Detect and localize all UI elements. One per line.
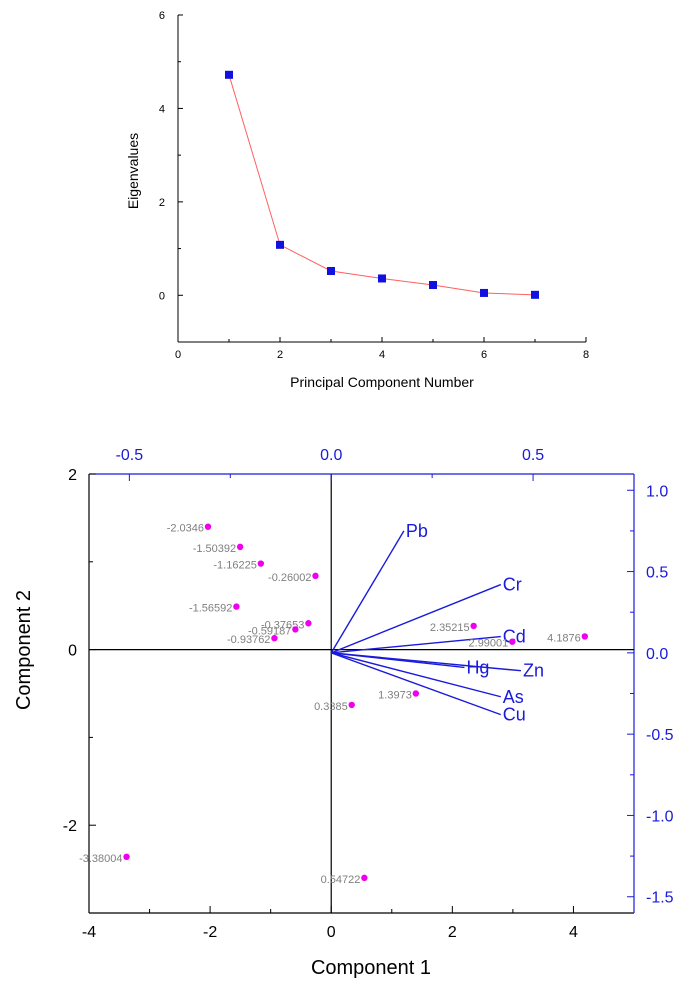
biplot-top-tick-label: 0.5 xyxy=(522,447,544,464)
score-point xyxy=(312,572,319,580)
loading-vector xyxy=(330,530,405,654)
score-point xyxy=(361,874,368,882)
score-label: 4.1876 xyxy=(547,632,581,644)
scree-x-axis-title: Principal Component Number xyxy=(290,374,474,390)
biplot-y-tick-label: 0 xyxy=(68,643,77,660)
pca-biplot: -4 -2 0 2 4 -2 0 2 -0.5 0.0 0.5 1.0 0.5 0.0 -0.5 -1.0 -1… xyxy=(13,447,674,979)
biplot-y-axis-title: Component 2 xyxy=(13,590,35,710)
score-label: -0.26002 xyxy=(268,572,311,584)
loading-label: Hg xyxy=(466,657,489,677)
score-label: 1.3973 xyxy=(378,690,412,702)
loading-label: Zn xyxy=(523,661,544,681)
biplot-x-tick-label: -2 xyxy=(203,924,217,941)
loading-label: Cu xyxy=(503,705,526,725)
scree-plot: 0 2 4 6 8 0 2 4 6 Principal Component Number Eig… xyxy=(125,10,589,390)
score-label: -1.56592 xyxy=(189,603,232,615)
biplot-y-tick-label: -2 xyxy=(63,818,77,835)
scree-x-tick-label: 4 xyxy=(379,349,385,361)
scree-y-tick-label: 2 xyxy=(159,197,165,209)
scree-y-tick-label: 4 xyxy=(159,103,165,115)
scree-ticks: 0 2 4 6 8 0 2 4 6 xyxy=(159,10,589,361)
score-point xyxy=(305,620,312,627)
biplot-right-tick-label: 0.5 xyxy=(646,565,668,582)
score-label: 2.35215 xyxy=(430,622,470,634)
biplot-scores: -2.0346 -1.50392 -1.16225 -0.26002 -1.56592 -… xyxy=(79,523,589,886)
scree-y-tick-label: 6 xyxy=(159,10,165,22)
loading-vector xyxy=(330,652,502,716)
scree-y-tick-label: 0 xyxy=(159,290,165,302)
score-point xyxy=(233,603,240,610)
loading-vector xyxy=(331,652,522,672)
biplot-right-tick-label: 1.0 xyxy=(646,483,668,500)
score-label: 2.99001 xyxy=(469,638,509,650)
biplot-top-tick-label: -0.5 xyxy=(116,447,144,464)
biplot-top-tick-label: 0.0 xyxy=(320,447,342,464)
scree-x-tick-label: 8 xyxy=(583,349,589,361)
score-label: -0.59187 xyxy=(248,625,291,637)
biplot-x-tick-label: -4 xyxy=(82,924,96,941)
biplot-x-tick-label: 2 xyxy=(448,924,457,941)
biplot-y-tick-label: 2 xyxy=(68,467,77,484)
biplot-right-tick-label: -1.0 xyxy=(646,808,674,825)
biplot-right-tick-label: 0.0 xyxy=(646,646,668,663)
scree-point xyxy=(378,274,386,283)
score-label: -2.0346 xyxy=(167,523,204,535)
score-label: 0.54722 xyxy=(321,874,361,886)
score-point xyxy=(292,626,299,633)
biplot-x-axis-title: Component 1 xyxy=(311,957,431,979)
loading-label: Cr xyxy=(503,575,522,595)
score-point xyxy=(348,701,355,709)
score-label: -1.16225 xyxy=(213,560,256,572)
score-point xyxy=(271,634,278,642)
loading-vector xyxy=(331,635,501,654)
scree-y-axis-title: Eigenvalues xyxy=(125,133,141,209)
score-point xyxy=(412,690,420,697)
scree-x-tick-label: 0 xyxy=(175,349,181,361)
loading-label: Pb xyxy=(406,521,428,541)
loading-vector xyxy=(331,652,501,698)
score-point xyxy=(581,633,589,640)
score-label: -0.93762 xyxy=(227,634,270,646)
score-label: 0.3385 xyxy=(314,701,348,713)
biplot-x-tick-label: 4 xyxy=(569,924,578,941)
biplot-ticks: -4 -2 0 2 4 -2 0 2 -0.5 0.0 0.5 1.0 0.5 0.0 -0.5 -1.0 -1… xyxy=(63,447,674,941)
scree-series xyxy=(225,70,539,299)
score-label: -1.50392 xyxy=(193,543,236,555)
scree-point xyxy=(480,288,488,297)
scree-point xyxy=(276,240,284,249)
scree-point xyxy=(225,70,233,79)
scree-axes xyxy=(177,15,586,343)
score-point xyxy=(236,543,244,551)
score-label: -3.38004 xyxy=(79,853,122,865)
score-point xyxy=(509,638,516,645)
scree-point xyxy=(429,281,437,290)
loading-vector xyxy=(330,583,502,654)
score-point xyxy=(123,853,130,861)
score-point xyxy=(470,622,477,630)
score-point xyxy=(204,523,212,530)
biplot-frame xyxy=(88,473,635,914)
biplot-x-tick-label: 0 xyxy=(327,924,336,941)
scree-point xyxy=(531,290,539,299)
scree-point xyxy=(327,266,335,275)
scree-x-tick-label: 2 xyxy=(277,349,283,361)
loading-label: As xyxy=(503,687,524,707)
biplot-right-tick-label: -0.5 xyxy=(646,727,674,744)
biplot-right-tick-label: -1.5 xyxy=(646,890,674,907)
scree-x-tick-label: 6 xyxy=(481,349,487,361)
score-point xyxy=(257,560,265,567)
loading-label: Cd xyxy=(503,627,526,647)
scree-series-line xyxy=(228,74,536,296)
